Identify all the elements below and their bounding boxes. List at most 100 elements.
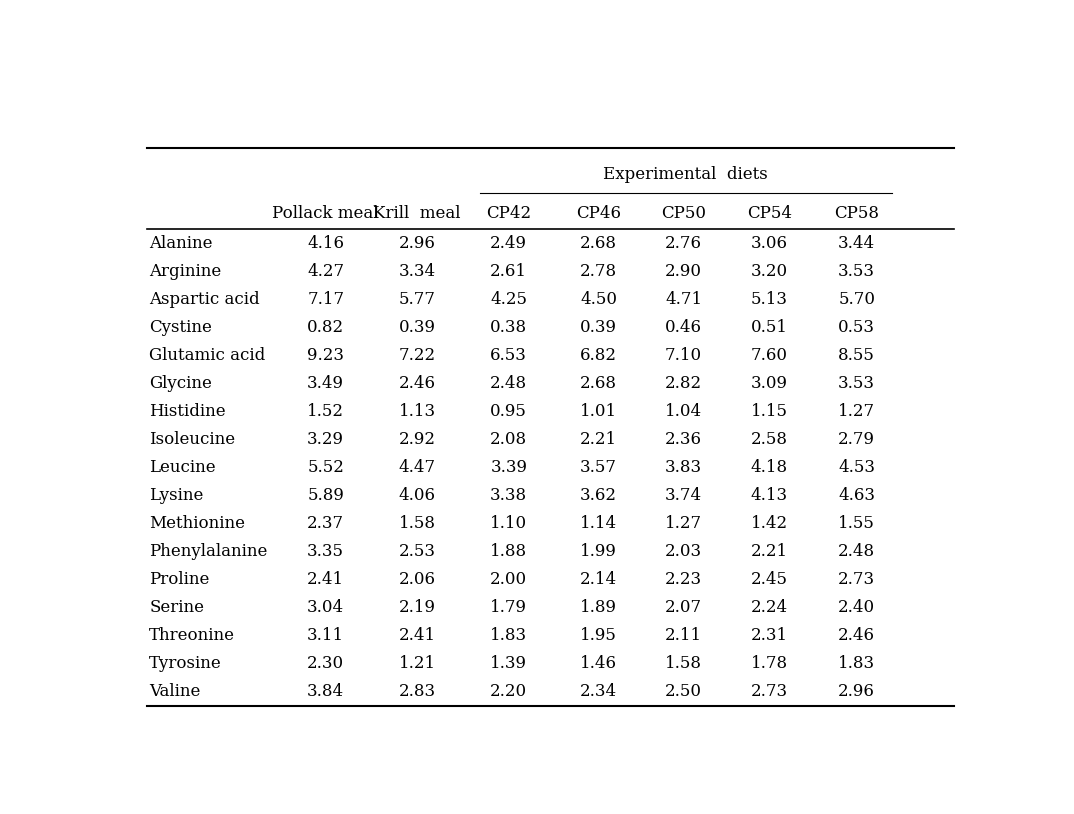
Text: 1.13: 1.13 (398, 403, 436, 420)
Text: Alanine: Alanine (149, 234, 213, 252)
Text: Threonine: Threonine (149, 627, 235, 644)
Text: 7.17: 7.17 (307, 291, 345, 308)
Text: 0.95: 0.95 (491, 403, 527, 420)
Text: 3.29: 3.29 (307, 431, 344, 448)
Text: 4.63: 4.63 (838, 487, 875, 504)
Text: 0.39: 0.39 (398, 319, 436, 336)
Text: 1.15: 1.15 (751, 403, 788, 420)
Text: 4.16: 4.16 (307, 234, 344, 252)
Text: Aspartic acid: Aspartic acid (149, 291, 260, 308)
Text: CP46: CP46 (577, 205, 621, 222)
Text: 1.99: 1.99 (580, 543, 618, 560)
Text: 3.34: 3.34 (398, 263, 436, 280)
Text: 2.92: 2.92 (398, 431, 436, 448)
Text: 3.84: 3.84 (307, 683, 345, 700)
Text: Cystine: Cystine (149, 319, 212, 336)
Text: 1.89: 1.89 (580, 599, 618, 616)
Text: 1.04: 1.04 (665, 403, 702, 420)
Text: 7.22: 7.22 (398, 347, 436, 364)
Text: 5.77: 5.77 (398, 291, 436, 308)
Text: 1.39: 1.39 (491, 655, 527, 672)
Text: 2.19: 2.19 (398, 599, 436, 616)
Text: 4.06: 4.06 (398, 487, 436, 504)
Text: 3.83: 3.83 (665, 459, 702, 476)
Text: 7.10: 7.10 (665, 347, 702, 364)
Text: 3.53: 3.53 (838, 263, 875, 280)
Text: Leucine: Leucine (149, 459, 216, 476)
Text: Methionine: Methionine (149, 515, 245, 532)
Text: 1.55: 1.55 (839, 515, 875, 532)
Text: Tyrosine: Tyrosine (149, 655, 222, 672)
Text: 2.49: 2.49 (491, 234, 527, 252)
Text: 9.23: 9.23 (307, 347, 344, 364)
Text: 3.20: 3.20 (751, 263, 788, 280)
Text: CP42: CP42 (487, 205, 532, 222)
Text: 3.38: 3.38 (490, 487, 527, 504)
Text: 3.35: 3.35 (307, 543, 344, 560)
Text: 2.73: 2.73 (751, 683, 788, 700)
Text: 4.53: 4.53 (838, 459, 875, 476)
Text: Proline: Proline (149, 571, 209, 588)
Text: 3.09: 3.09 (751, 375, 788, 392)
Text: Valine: Valine (149, 683, 201, 700)
Text: 7.60: 7.60 (751, 347, 788, 364)
Text: 4.13: 4.13 (751, 487, 788, 504)
Text: 2.50: 2.50 (665, 683, 702, 700)
Text: 2.36: 2.36 (665, 431, 702, 448)
Text: 4.50: 4.50 (580, 291, 618, 308)
Text: 1.01: 1.01 (580, 403, 618, 420)
Text: 2.73: 2.73 (838, 571, 875, 588)
Text: 2.30: 2.30 (307, 655, 345, 672)
Text: 2.24: 2.24 (751, 599, 788, 616)
Text: 3.39: 3.39 (491, 459, 527, 476)
Text: Isoleucine: Isoleucine (149, 431, 235, 448)
Text: 2.06: 2.06 (398, 571, 436, 588)
Text: 1.10: 1.10 (490, 515, 527, 532)
Text: 1.58: 1.58 (398, 515, 436, 532)
Text: 2.21: 2.21 (580, 431, 618, 448)
Text: 2.78: 2.78 (580, 263, 618, 280)
Text: 0.39: 0.39 (580, 319, 618, 336)
Text: 2.68: 2.68 (580, 234, 618, 252)
Text: 0.53: 0.53 (838, 319, 875, 336)
Text: 2.53: 2.53 (398, 543, 436, 560)
Text: Krill  meal: Krill meal (374, 205, 461, 222)
Text: Pollack meal: Pollack meal (273, 205, 379, 222)
Text: 3.06: 3.06 (751, 234, 788, 252)
Text: 2.46: 2.46 (398, 375, 436, 392)
Text: 1.83: 1.83 (490, 627, 527, 644)
Text: 3.57: 3.57 (580, 459, 618, 476)
Text: 1.27: 1.27 (838, 403, 875, 420)
Text: 2.82: 2.82 (665, 375, 702, 392)
Text: 1.21: 1.21 (398, 655, 436, 672)
Text: 2.34: 2.34 (580, 683, 618, 700)
Text: CP50: CP50 (662, 205, 706, 222)
Text: 1.58: 1.58 (665, 655, 702, 672)
Text: 5.89: 5.89 (307, 487, 344, 504)
Text: 2.90: 2.90 (665, 263, 702, 280)
Text: 5.13: 5.13 (751, 291, 788, 308)
Text: 3.04: 3.04 (307, 599, 345, 616)
Text: 0.38: 0.38 (490, 319, 527, 336)
Text: 2.23: 2.23 (665, 571, 702, 588)
Text: 0.82: 0.82 (307, 319, 345, 336)
Text: 3.49: 3.49 (307, 375, 344, 392)
Text: 4.47: 4.47 (398, 459, 436, 476)
Text: 3.44: 3.44 (838, 234, 875, 252)
Text: 2.03: 2.03 (665, 543, 702, 560)
Text: 2.37: 2.37 (307, 515, 345, 532)
Text: 1.79: 1.79 (491, 599, 527, 616)
Text: 2.00: 2.00 (490, 571, 527, 588)
Text: 2.76: 2.76 (665, 234, 702, 252)
Text: 5.70: 5.70 (838, 291, 875, 308)
Text: 6.82: 6.82 (580, 347, 618, 364)
Text: 2.48: 2.48 (838, 543, 875, 560)
Text: 2.14: 2.14 (580, 571, 618, 588)
Text: 3.62: 3.62 (580, 487, 618, 504)
Text: 4.71: 4.71 (665, 291, 702, 308)
Text: 4.18: 4.18 (751, 459, 788, 476)
Text: 2.83: 2.83 (398, 683, 436, 700)
Text: CP58: CP58 (834, 205, 880, 222)
Text: 2.08: 2.08 (490, 431, 527, 448)
Text: 1.88: 1.88 (490, 543, 527, 560)
